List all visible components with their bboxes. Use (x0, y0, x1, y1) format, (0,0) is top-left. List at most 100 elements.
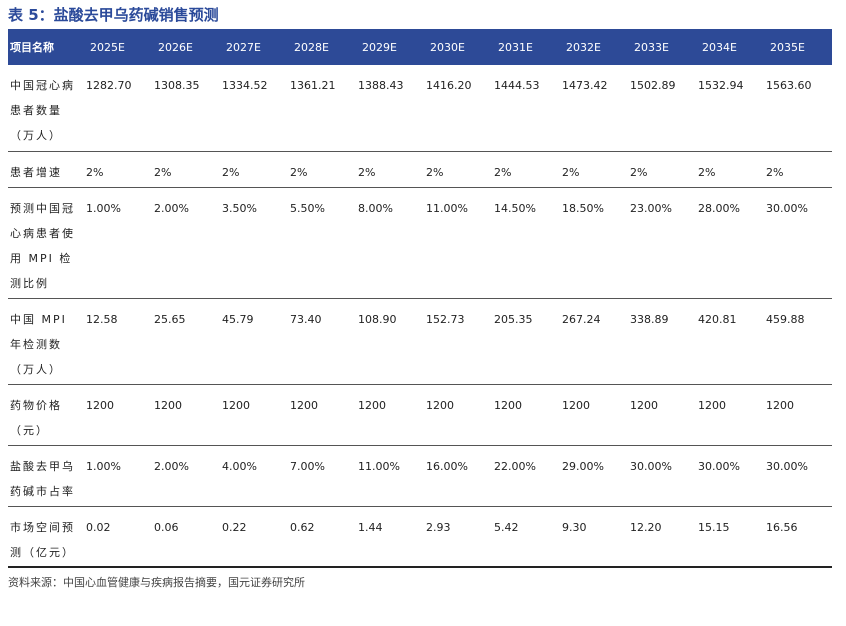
table-cell: 0.02 (84, 506, 152, 568)
table-cell: 1200 (152, 384, 220, 446)
table-cell: 1200 (696, 384, 764, 446)
table-cell: 15.15 (696, 506, 764, 568)
table-cell: 1416.20 (424, 65, 492, 152)
table-cell: 2% (288, 151, 356, 188)
header-cell: 2034E (702, 40, 737, 54)
table-cell: 1200 (356, 384, 424, 446)
table-cell: 18.50% (560, 187, 628, 299)
table-cell: 1473.42 (560, 65, 628, 152)
table-cell: 2% (560, 151, 628, 188)
table-cell: 2.00% (152, 187, 220, 299)
table-title: 表 5：盐酸去甲乌药碱销售预测 (8, 6, 219, 24)
table-cell: 2% (764, 151, 832, 188)
table-cell: 267.24 (560, 298, 628, 385)
table-cell: 11.00% (424, 187, 492, 299)
table-cell: 73.40 (288, 298, 356, 385)
table-cell: 0.22 (220, 506, 288, 568)
table-cell: 2% (696, 151, 764, 188)
table-cell: 0.62 (288, 506, 356, 568)
table-cell: 1.44 (356, 506, 424, 568)
row-label: 患者增速 (8, 151, 84, 188)
table-cell: 0.06 (152, 506, 220, 568)
table-cell: 1308.35 (152, 65, 220, 152)
header-cell: 2026E (158, 40, 193, 54)
table-cell: 30.00% (764, 187, 832, 299)
row-label: 预测中国冠心病患者使用 MPI 检测比例 (8, 187, 84, 299)
table-cell: 1532.94 (696, 65, 764, 152)
table-cell: 12.20 (628, 506, 696, 568)
table-cell: 108.90 (356, 298, 424, 385)
table-cell: 2% (152, 151, 220, 188)
table-cell: 29.00% (560, 445, 628, 507)
table-cell: 12.58 (84, 298, 152, 385)
table-row: 市场空间预测（亿元） 0.02 0.06 0.22 0.62 1.44 2.93 5.42 9.… (8, 506, 832, 568)
table-cell: 3.50% (220, 187, 288, 299)
row-label: 盐酸去甲乌药碱市占率 (8, 445, 84, 507)
table-cell: 22.00% (492, 445, 560, 507)
table-cell: 2% (84, 151, 152, 188)
table-cell: 1200 (424, 384, 492, 446)
table-cell: 2% (356, 151, 424, 188)
table-cell: 23.00% (628, 187, 696, 299)
table-cell: 2% (424, 151, 492, 188)
table-cell: 1200 (84, 384, 152, 446)
table-cell: 2% (628, 151, 696, 188)
table-row: 患者增速 2% 2% 2% 2% 2% 2% 2% 2% 2% 2% 2% (8, 151, 832, 188)
table-cell: 2% (492, 151, 560, 188)
table-cell: 8.00% (356, 187, 424, 299)
table-cell: 1361.21 (288, 65, 356, 152)
table-row: 药物价格（元） 1200 1200 1200 1200 1200 1200 1200 1200 1… (8, 384, 832, 446)
table-row: 预测中国冠心病患者使用 MPI 检测比例 1.00% 2.00% 3.50% 5.50%… (8, 187, 832, 299)
table-row: 中国 MPI 年检测数（万人） 12.58 25.65 45.79 73.40 108.9… (8, 298, 832, 385)
table-cell: 16.56 (764, 506, 832, 568)
table-cell: 30.00% (696, 445, 764, 507)
header-cell: 项目名称 (10, 41, 54, 54)
table-cell: 28.00% (696, 187, 764, 299)
header-row: 项目名称 2025E 2026E 2027E 2028E 2029E 2030E… (8, 29, 832, 65)
header-cell: 2031E (498, 40, 533, 54)
row-label: 市场空间预测（亿元） (8, 506, 84, 568)
table-cell: 1.00% (84, 187, 152, 299)
table-cell: 9.30 (560, 506, 628, 568)
header-cell: 2029E (362, 40, 397, 54)
source-note: 资料来源：中国心血管健康与疾病报告摘要，国元证券研究所 (8, 576, 305, 589)
table-cell: 1200 (288, 384, 356, 446)
table-cell: 1200 (628, 384, 696, 446)
row-label: 中国冠心病患者数量（万人） (8, 65, 84, 152)
table-cell: 1282.70 (84, 65, 152, 152)
table-cell: 5.42 (492, 506, 560, 568)
table-cell: 1200 (560, 384, 628, 446)
header-cell: 2027E (226, 40, 261, 54)
table-row: 盐酸去甲乌药碱市占率 1.00% 2.00% 4.00% 7.00% 11.00% 16.0… (8, 445, 832, 507)
table-cell: 1388.43 (356, 65, 424, 152)
table-cell: 1502.89 (628, 65, 696, 152)
table-cell: 1334.52 (220, 65, 288, 152)
table-cell: 420.81 (696, 298, 764, 385)
table-cell: 1200 (764, 384, 832, 446)
table-cell: 338.89 (628, 298, 696, 385)
table-cell: 152.73 (424, 298, 492, 385)
header-cell: 2032E (566, 40, 601, 54)
table-cell: 459.88 (764, 298, 832, 385)
table-cell: 30.00% (764, 445, 832, 507)
header-cell: 2033E (634, 40, 669, 54)
table-cell: 7.00% (288, 445, 356, 507)
row-label: 中国 MPI 年检测数（万人） (8, 298, 84, 385)
table-cell: 2.93 (424, 506, 492, 568)
forecast-table: 项目名称 2025E 2026E 2027E 2028E 2029E 2030E… (8, 29, 832, 568)
header-cell: 2030E (430, 40, 465, 54)
table-cell: 5.50% (288, 187, 356, 299)
table-cell: 205.35 (492, 298, 560, 385)
header-cell: 2028E (294, 40, 329, 54)
row-label: 药物价格（元） (8, 384, 84, 446)
table-cell: 11.00% (356, 445, 424, 507)
table-cell: 2.00% (152, 445, 220, 507)
table-cell: 1563.60 (764, 65, 832, 152)
table-cell: 1200 (492, 384, 560, 446)
table-cell: 14.50% (492, 187, 560, 299)
table-cell: 1.00% (84, 445, 152, 507)
table-cell: 4.00% (220, 445, 288, 507)
table-cell: 25.65 (152, 298, 220, 385)
table-cell: 30.00% (628, 445, 696, 507)
table-cell: 1200 (220, 384, 288, 446)
